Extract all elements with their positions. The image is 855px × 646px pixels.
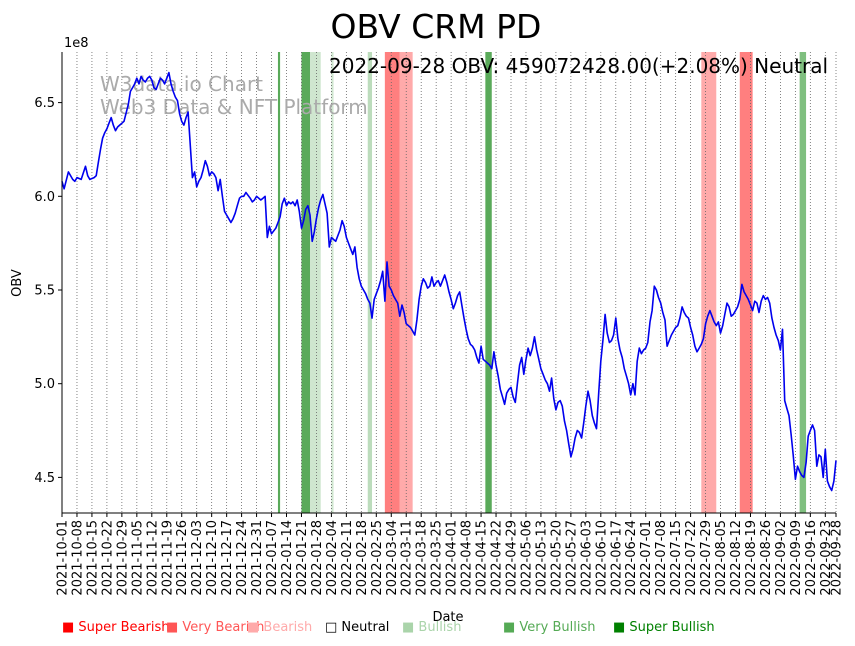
legend-neutral: □ Neutral bbox=[325, 620, 390, 635]
x-tick-label: 2022-03-18 bbox=[415, 520, 430, 596]
legend-bullish: ■ Bullish bbox=[402, 620, 462, 635]
x-tick-label: 2022-09-23 bbox=[819, 520, 834, 596]
x-tick-label: 2022-07-08 bbox=[654, 520, 669, 596]
legend-label: Very Bullish bbox=[519, 620, 596, 635]
x-tick-label: 2022-09-16 bbox=[804, 520, 819, 596]
band-very-bearish bbox=[739, 52, 753, 513]
legend-label: Bearish bbox=[263, 620, 313, 635]
band-bullish bbox=[367, 52, 373, 513]
chart-subtitle: 2022-09-28 OBV: 459072428.00(+2.08%) Neu… bbox=[329, 54, 828, 78]
legend-very-bearish: ■ Very Bearish bbox=[166, 620, 265, 635]
band-very-bullish bbox=[485, 52, 492, 513]
y-tick-label: 4.5 bbox=[34, 471, 55, 486]
x-tick-label: 2022-04-08 bbox=[460, 520, 475, 596]
legend-super-bearish: ■ Super Bearish bbox=[62, 620, 170, 635]
y-tick-label: 5.5 bbox=[34, 283, 55, 298]
legend-label: Super Bullish bbox=[629, 620, 715, 635]
legend-label: Super Bearish bbox=[78, 620, 170, 635]
legend-bearish: ■ Bearish bbox=[247, 620, 313, 635]
x-tick-label: 2021-12-10 bbox=[205, 520, 220, 596]
band-bearish bbox=[701, 52, 717, 513]
legend-label: Very Bearish bbox=[182, 620, 265, 635]
x-tick-label: 2022-04-01 bbox=[445, 520, 460, 596]
x-tick-label: 2021-11-05 bbox=[130, 520, 145, 596]
x-tick-label: 2021-10-29 bbox=[115, 520, 130, 596]
x-tick-label: 2021-12-03 bbox=[190, 520, 205, 596]
obv-series-line bbox=[61, 71, 837, 492]
x-tick-label: 2022-09-02 bbox=[774, 520, 789, 596]
y-axis-ticks: 4.5 5.0 5.5 6.0 6.5 bbox=[34, 96, 62, 486]
band-very-bullish bbox=[301, 52, 311, 513]
legend-very-bullish: ■ Very Bullish bbox=[503, 620, 596, 635]
x-tick-label: 2022-04-29 bbox=[505, 520, 520, 596]
x-tick-label: 2022-07-15 bbox=[669, 520, 684, 596]
x-axis-label: Date bbox=[432, 610, 463, 625]
band-bullish bbox=[310, 52, 321, 513]
x-tick-label: 2022-05-20 bbox=[549, 520, 564, 596]
x-tick-label: 2022-02-18 bbox=[355, 520, 370, 596]
x-tick-label: 2021-10-22 bbox=[100, 520, 115, 596]
band-very-bullish bbox=[277, 52, 281, 513]
x-tick-label: 2022-08-12 bbox=[729, 520, 744, 596]
x-tick-label: 2021-10-01 bbox=[56, 520, 71, 596]
x-tick-label: 2021-11-19 bbox=[160, 520, 175, 596]
x-tick-label: 2022-02-04 bbox=[325, 520, 340, 596]
x-tick-label: 2022-04-15 bbox=[475, 520, 490, 596]
watermark-line-2: Web3 Data & NFT Platform bbox=[100, 95, 368, 119]
x-tick-label: 2022-09-28 bbox=[830, 520, 845, 596]
x-tick-label: 2022-06-03 bbox=[579, 520, 594, 596]
x-tick-label: 2022-02-25 bbox=[370, 520, 385, 596]
x-tick-label: 2021-11-26 bbox=[175, 520, 190, 596]
x-tick-label: 2022-01-21 bbox=[295, 520, 310, 596]
legend-label: Neutral bbox=[341, 620, 390, 635]
band-bullish bbox=[331, 52, 334, 513]
x-tick-label: 2022-01-14 bbox=[280, 520, 295, 596]
x-tick-label: 2022-09-09 bbox=[789, 520, 804, 596]
x-tick-label: 2022-08-19 bbox=[744, 520, 759, 596]
x-tick-label: 2022-03-11 bbox=[400, 520, 415, 596]
y-tick-label: 6.5 bbox=[34, 96, 55, 111]
x-tick-label: 2022-07-29 bbox=[699, 520, 714, 596]
x-tick-label: 2022-04-22 bbox=[490, 520, 505, 596]
x-tick-label: 2022-05-06 bbox=[519, 520, 534, 596]
watermark-line-1: W3data.io Chart bbox=[100, 72, 263, 96]
x-axis-ticks: 2021-10-01 2021-10-08 2021-10-15 2021-10-22… bbox=[56, 513, 845, 596]
x-tick-label: 2022-03-25 bbox=[430, 520, 445, 596]
x-tick-label: 2022-06-17 bbox=[609, 520, 624, 596]
y-tick-label: 5.0 bbox=[34, 377, 55, 392]
x-tick-label: 2022-08-05 bbox=[714, 520, 729, 596]
x-tick-label: 2022-07-22 bbox=[684, 520, 699, 596]
x-tick-label: 2021-10-15 bbox=[85, 520, 100, 596]
x-tick-label: 2021-12-24 bbox=[235, 520, 250, 596]
y-tick-label: 6.0 bbox=[34, 190, 55, 205]
watermark: W3data.io Chart Web3 Data & NFT Platform bbox=[100, 72, 368, 119]
x-tick-label: 2022-07-01 bbox=[639, 520, 654, 596]
x-tick-label: 2022-05-13 bbox=[534, 520, 549, 596]
x-tick-label: 2021-12-31 bbox=[250, 520, 265, 596]
x-tick-label: 2022-06-10 bbox=[594, 520, 609, 596]
x-tick-label: 2022-05-27 bbox=[564, 520, 579, 596]
band-very-bearish bbox=[384, 52, 400, 513]
vertical-gridlines bbox=[61, 52, 837, 513]
x-tick-label: 2022-06-24 bbox=[624, 520, 639, 596]
x-tick-label: 2021-12-17 bbox=[220, 520, 235, 596]
band-bearish bbox=[399, 52, 413, 513]
x-tick-label: 2022-08-26 bbox=[759, 520, 774, 596]
x-tick-label: 2022-02-11 bbox=[340, 520, 355, 596]
y-axis-label: OBV bbox=[10, 269, 25, 297]
x-tick-label: 2022-01-28 bbox=[310, 520, 325, 596]
signal-bands bbox=[277, 52, 807, 513]
band-very-bullish bbox=[799, 52, 807, 513]
legend-label: Bullish bbox=[418, 620, 462, 635]
chart-title: OBV CRM PD bbox=[331, 7, 542, 46]
y-multiplier: 1e8 bbox=[64, 36, 89, 51]
legend-super-bullish: ■ Super Bullish bbox=[613, 620, 715, 635]
x-tick-label: 2022-01-07 bbox=[265, 520, 280, 596]
x-tick-label: 2022-03-04 bbox=[385, 520, 400, 596]
x-tick-label: 2021-10-08 bbox=[70, 520, 85, 596]
x-tick-label: 2021-11-12 bbox=[145, 520, 160, 596]
